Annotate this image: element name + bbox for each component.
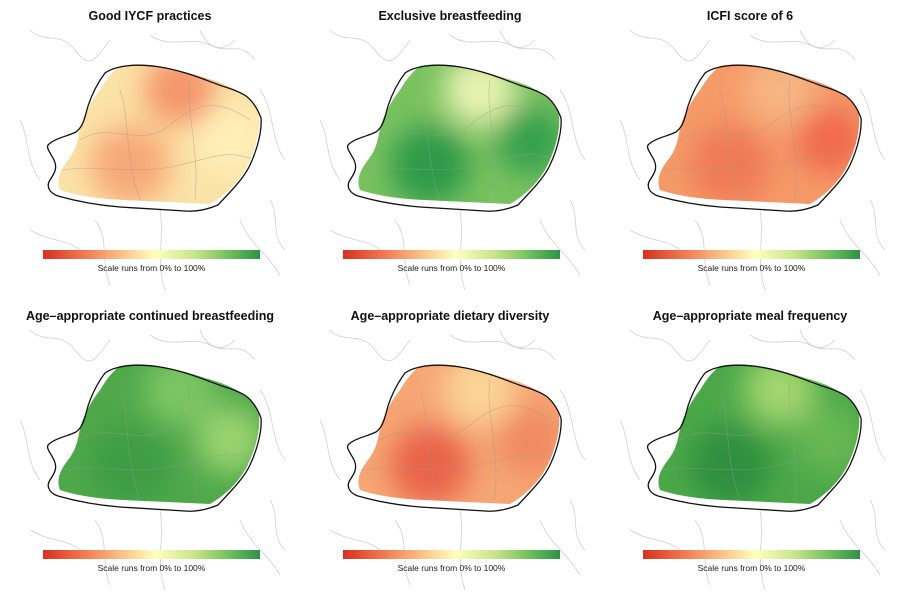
color-scale-bar bbox=[343, 550, 560, 559]
color-scale-bar bbox=[643, 250, 860, 259]
district-borders bbox=[359, 379, 556, 501]
scale-caption: Scale runs from 0% to 100% bbox=[97, 563, 206, 573]
value-patch bbox=[196, 106, 260, 174]
value-patch bbox=[444, 64, 516, 126]
value-patch bbox=[144, 364, 216, 426]
scale-caption: Scale runs from 0% to 100% bbox=[397, 563, 506, 573]
district-borders bbox=[59, 79, 256, 201]
region-outline bbox=[46, 364, 262, 512]
value-patch bbox=[690, 125, 770, 204]
choropleth-map bbox=[319, 29, 586, 291]
value-patch bbox=[690, 425, 770, 504]
color-scale-bar bbox=[43, 550, 260, 559]
choropleth-map bbox=[319, 329, 586, 591]
map-panel-6: Age–appropriate meal frequency bbox=[600, 300, 900, 600]
value-patch bbox=[796, 106, 860, 174]
value-patch bbox=[744, 64, 816, 126]
value-patch bbox=[744, 364, 816, 426]
map-panel-2: Exclusive breastfeeding bbox=[300, 0, 600, 300]
color-scale-bar bbox=[43, 250, 260, 259]
choropleth-map bbox=[619, 29, 886, 291]
value-patch bbox=[90, 425, 170, 504]
choropleth-map bbox=[19, 329, 286, 591]
panel-title: ICFI score of 6 bbox=[706, 9, 794, 23]
map-panel-3: ICFI score of 6 bbox=[600, 0, 900, 300]
region-outline bbox=[346, 64, 562, 212]
value-patch bbox=[144, 64, 216, 126]
region-outline bbox=[46, 64, 262, 212]
panel-title: Age–appropriate dietary diversity bbox=[350, 309, 550, 323]
value-patch bbox=[796, 406, 860, 474]
value-patch bbox=[390, 425, 470, 504]
value-patch bbox=[444, 364, 516, 426]
panel-title: Age–appropriate continued breastfeeding bbox=[26, 309, 274, 323]
district-borders bbox=[659, 379, 856, 501]
region-outline bbox=[646, 364, 862, 512]
map-panel-1: Good IYCF practices bbox=[0, 0, 300, 300]
choropleth-map bbox=[19, 29, 286, 291]
choropleth-map bbox=[619, 329, 886, 591]
district-borders bbox=[659, 79, 856, 201]
scale-caption: Scale runs from 0% to 100% bbox=[97, 263, 206, 273]
district-borders bbox=[59, 379, 256, 501]
value-patch bbox=[496, 106, 560, 174]
scale-caption: Scale runs from 0% to 100% bbox=[697, 563, 806, 573]
value-patch bbox=[90, 125, 170, 204]
value-patch bbox=[390, 125, 470, 204]
panel-title: Good IYCF practices bbox=[88, 9, 212, 23]
region-outline bbox=[646, 64, 862, 212]
value-patch bbox=[196, 406, 260, 474]
scale-caption: Scale runs from 0% to 100% bbox=[397, 263, 506, 273]
region-outline bbox=[346, 364, 562, 512]
panel-title: Exclusive breastfeeding bbox=[378, 9, 522, 23]
map-panel-5: Age–appropriate dietary diversity bbox=[300, 300, 600, 600]
panel-title: Age–appropriate meal frequency bbox=[652, 309, 848, 323]
district-borders bbox=[359, 79, 556, 201]
color-scale-bar bbox=[643, 550, 860, 559]
value-patch bbox=[496, 406, 560, 474]
map-panel-4: Age–appropriate continued breastfeeding bbox=[0, 300, 300, 600]
scale-caption: Scale runs from 0% to 100% bbox=[697, 263, 806, 273]
color-scale-bar bbox=[343, 250, 560, 259]
